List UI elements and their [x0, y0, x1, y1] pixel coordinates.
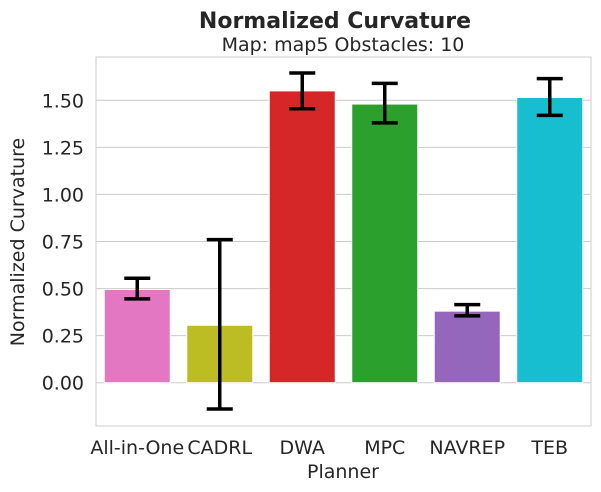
y-axis-label: Normalized Curvature — [7, 138, 29, 346]
x-axis-label: Planner — [307, 461, 379, 483]
y-tick-label: 0.25 — [42, 326, 84, 348]
x-tick-label: CADRL — [187, 437, 252, 459]
x-tick-label: All-in-One — [90, 437, 184, 459]
x-tick-label: DWA — [280, 437, 325, 459]
bar — [268, 90, 336, 384]
y-tick-label: 1.00 — [42, 184, 84, 206]
y-tick-label: 1.50 — [42, 90, 84, 112]
x-tick-label: TEB — [530, 437, 568, 459]
bar — [516, 96, 584, 384]
y-tick-labels: 0.00 0.25 0.50 0.75 1.00 1.25 1.50 — [42, 90, 84, 394]
y-tick-label: 1.25 — [42, 137, 84, 159]
bars — [103, 90, 584, 384]
y-tick-label: 0.50 — [42, 279, 84, 301]
x-tick-label: MPC — [364, 437, 405, 459]
chart-title: Normalized Curvature — [199, 9, 471, 34]
bar — [351, 103, 419, 384]
bar — [433, 310, 501, 384]
gridlines — [96, 99, 591, 384]
bar — [103, 289, 171, 384]
error-bars — [124, 71, 563, 411]
x-tick-labels: All-in-One CADRL DWA MPC NAVREP TEB — [90, 437, 568, 459]
x-tick-label: NAVREP — [429, 437, 505, 459]
y-tick-label: 0.75 — [42, 232, 84, 254]
chart-subtitle: Map: map5 Obstacles: 10 — [222, 34, 465, 56]
y-tick-label: 0.00 — [42, 373, 84, 395]
